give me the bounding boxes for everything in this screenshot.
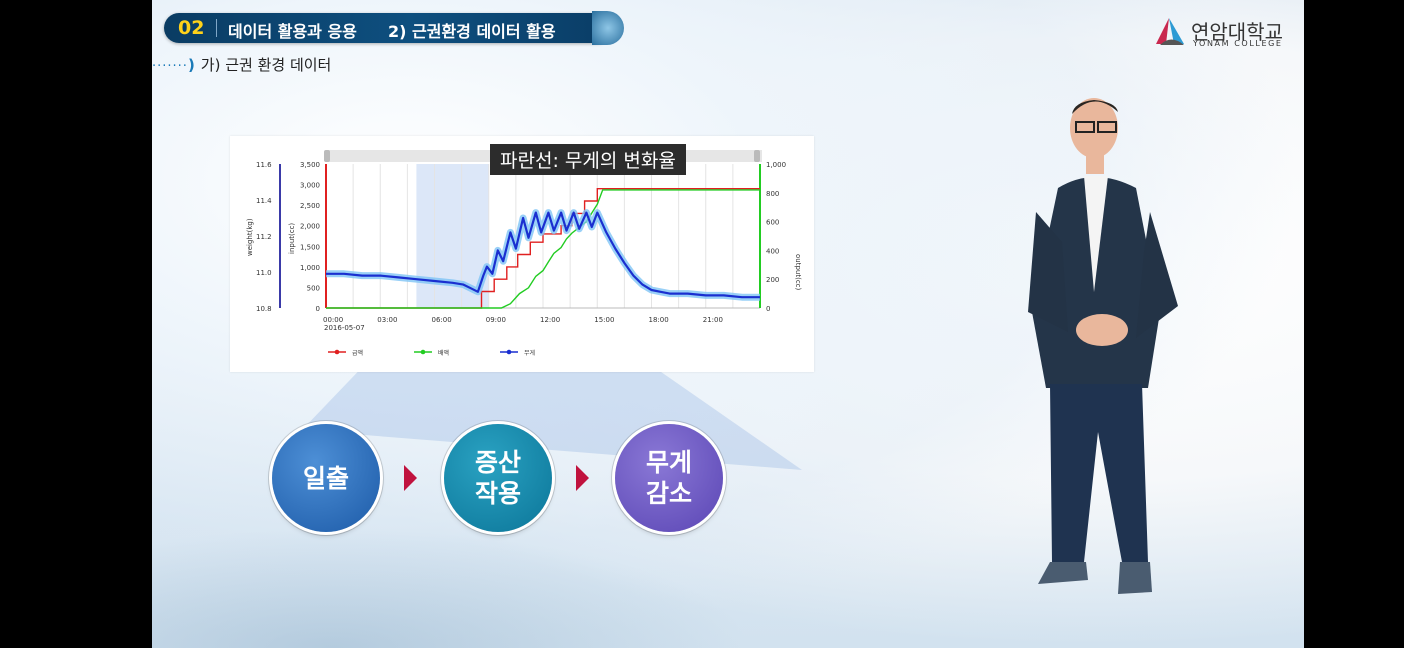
input-tick-label: 1,500 [300,243,320,251]
college-name-korean: 연암대학교 [1191,20,1283,44]
x-tick-label: 00:00 [323,316,343,324]
output-tick-label: 200 [766,276,779,284]
legend-marker [420,349,426,355]
output-tick-label: 0 [766,305,770,313]
input-tick-label: 3,000 [300,182,320,190]
input-tick-label: 2,500 [300,202,320,210]
legend-label: 무게 [524,349,535,357]
college-emblem-icon [1156,18,1184,45]
legend-marker [334,349,340,355]
weight-tick-label: 11.6 [256,161,272,169]
input-tick-label: 0 [316,305,320,313]
presenter-image [1028,98,1178,594]
output-tick-label: 800 [766,190,779,198]
step-weight-loss: 무게 감소 [615,424,723,532]
chart-legend: 급액 배액 무게 [328,349,535,357]
axis-ticks: 00:00 03:00 06:00 09:00 12:00 15:00 18:00 21:00… [246,161,802,332]
scrollbar-handle-left[interactable] [324,150,330,162]
section-label: ·······) 가) 근권 환경 데이터 [152,54,331,75]
weight-series-line [326,211,760,299]
step-weight-loss-label: 무게 감소 [629,447,709,509]
input-tick-label: 2,000 [300,223,320,231]
input-tick-label: 3,500 [300,161,320,169]
legend-label: 급액 [352,350,363,357]
chapter-title: 데이터 활용과 응용 [228,22,357,41]
header-divider [216,19,217,37]
signal-icon: ) [187,56,195,74]
output-tick-label: 600 [766,219,779,227]
weight-tick-label: 11.2 [256,233,272,241]
college-name-english: YONAM COLLEGE [1193,39,1283,48]
chart-caption: 파란선: 무게의 변화율 [490,144,686,175]
input-tick-label: 500 [307,284,320,292]
broadcast-icon [592,11,624,45]
output-axis-label: output(cc) [794,254,802,291]
step-transpiration-label: 증산 작용 [458,447,538,509]
supply-series-line [326,188,760,309]
input-tick-label: 1,000 [300,264,320,272]
section-label-text: 가) 근권 환경 데이터 [200,56,332,74]
input-axis-label: input(cc) [288,223,296,254]
scrollbar-handle-right[interactable] [754,150,760,162]
root-zone-chart: 00:00 03:00 06:00 09:00 12:00 15:00 18:00 21:00… [230,136,814,372]
college-logo: 연암대학교 YONAM COLLEGE [1154,16,1294,50]
weight-axis-label: weight(kg) [246,218,254,256]
legend-marker [506,349,512,355]
step-weight-loss-line1: 무게 [645,448,692,477]
step-sunrise-label: 일출 [302,463,349,493]
arrow-right-icon [576,465,589,491]
x-tick-label: 09:00 [486,316,506,324]
x-tick-label: 06:00 [432,316,452,324]
x-tick-label: 03:00 [377,316,397,324]
x-tick-label: 12:00 [540,316,560,324]
chapter-number: 02 [178,17,205,39]
step-weight-loss-line2: 감소 [645,479,692,508]
output-tick-label: 400 [766,247,779,255]
step-sunrise: 일출 [272,424,380,532]
weight-tick-label: 11.4 [256,197,272,205]
legend-label: 배액 [438,349,449,357]
chapter-header: 02 데이터 활용과 응용 2) 근권환경 데이터 활용 [164,11,624,45]
weight-tick-label: 11.0 [256,269,272,277]
chart-series [326,188,760,309]
chart-canvas: 00:00 03:00 06:00 09:00 12:00 15:00 18:00 21:00… [246,150,802,357]
output-tick-label: 1,000 [766,161,786,169]
x-date-label: 2016-05-07 [324,324,365,332]
step-transpiration-line2: 작용 [474,479,521,508]
weight-tick-label: 10.8 [256,305,272,313]
chapter-subtitle: 2) 근권환경 데이터 활용 [388,22,556,41]
frost-decoration [152,528,752,648]
lecture-slide: 02 데이터 활용과 응용 2) 근권환경 데이터 활용 ·······) 가) … [152,0,1304,648]
x-tick-label: 15:00 [594,316,614,324]
x-tick-label: 18:00 [649,316,669,324]
drain-series-line [326,189,760,309]
dotted-line-icon: ······· [152,59,188,74]
x-tick-label: 21:00 [703,316,723,324]
arrow-right-icon [404,465,417,491]
step-transpiration-line1: 증산 [474,448,521,477]
step-transpiration: 증산 작용 [444,424,552,532]
